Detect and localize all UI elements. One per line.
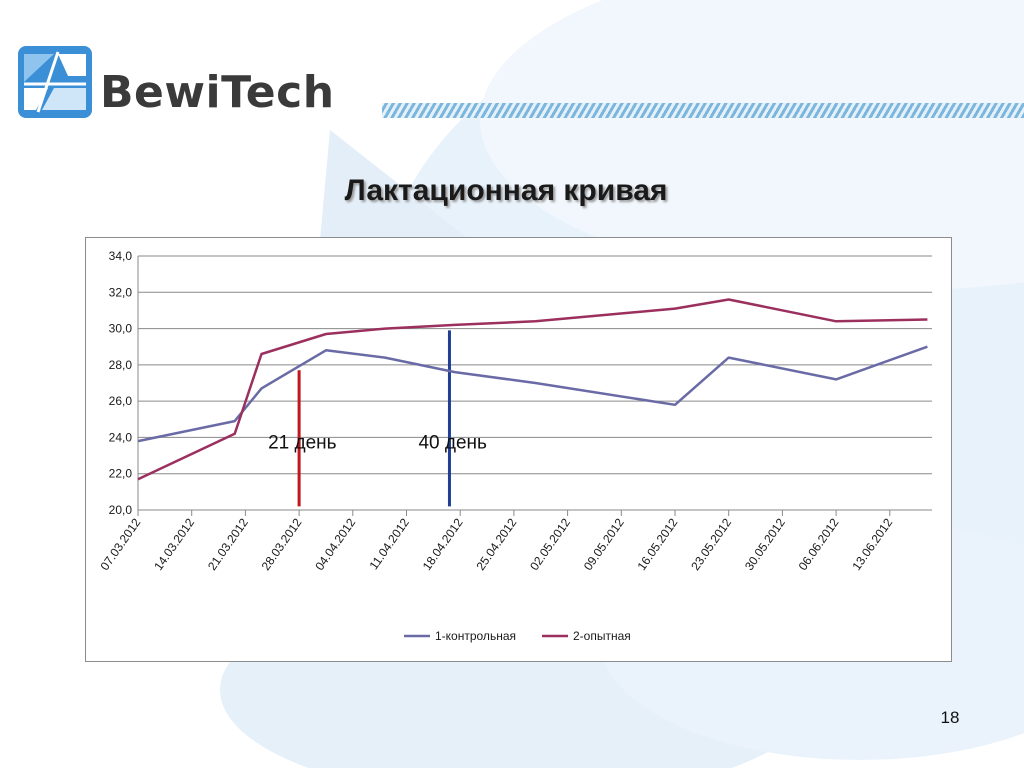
x-tick-label: 09.05.2012 [581, 515, 627, 572]
x-tick-label: 13.06.2012 [849, 515, 895, 572]
y-tick-label: 34,0 [109, 249, 133, 263]
page-number: 18 [940, 708, 960, 727]
y-tick-label: 26,0 [109, 394, 133, 408]
x-tick-label: 30.05.2012 [742, 515, 788, 572]
logo-mark-icon [18, 46, 92, 118]
legend-label-2: 2-опытная [573, 629, 631, 643]
x-tick-label: 18.04.2012 [420, 515, 466, 572]
series-line-2 [137, 298, 928, 481]
x-tick-label: 25.04.2012 [473, 515, 519, 572]
y-tick-label: 32,0 [109, 285, 133, 299]
page-title: Лактационная кривая [344, 174, 668, 207]
y-tick-label: 22,0 [109, 467, 133, 481]
x-tick-label: 11.04.2012 [367, 515, 413, 572]
x-tick-label: 21.03.2012 [205, 515, 251, 572]
x-tick-label: 23.05.2012 [688, 515, 734, 572]
annotation-label-1: 21 день [268, 432, 337, 453]
x-tick-label: 02.05.2012 [527, 515, 573, 572]
x-tick-label: 04.04.2012 [312, 515, 358, 572]
y-tick-label: 24,0 [109, 430, 133, 444]
y-tick-label: 30,0 [109, 322, 133, 336]
logo-text: BewiTech [100, 67, 335, 118]
chart-frame: 20,0 22,0 24,0 26,0 28,0 30,0 32,0 34,0 07.03.20… [85, 237, 952, 662]
y-tick-label: 28,0 [109, 358, 133, 372]
annotation-label-2: 40 день [418, 432, 487, 453]
lactation-chart: 20,0 22,0 24,0 26,0 28,0 30,0 32,0 34,0 07.03.20… [98, 249, 932, 643]
x-tick-label: 07.03.2012 [98, 515, 144, 572]
x-tick-label: 16.05.2012 [635, 515, 681, 572]
x-tick-label: 14.03.2012 [151, 515, 197, 572]
page-title-wrapper: Лактационная кривая [0, 174, 1024, 208]
legend-label-1: 1-контрольная [435, 629, 516, 643]
y-tick-label: 20,0 [109, 503, 133, 517]
series-line-1 [137, 345, 928, 443]
x-tick-label: 28.03.2012 [259, 515, 305, 572]
decorative-stripe [382, 103, 1024, 118]
bewitech-logo: BewiTech [18, 46, 358, 122]
x-tick-label: 06.06.2012 [796, 515, 842, 572]
